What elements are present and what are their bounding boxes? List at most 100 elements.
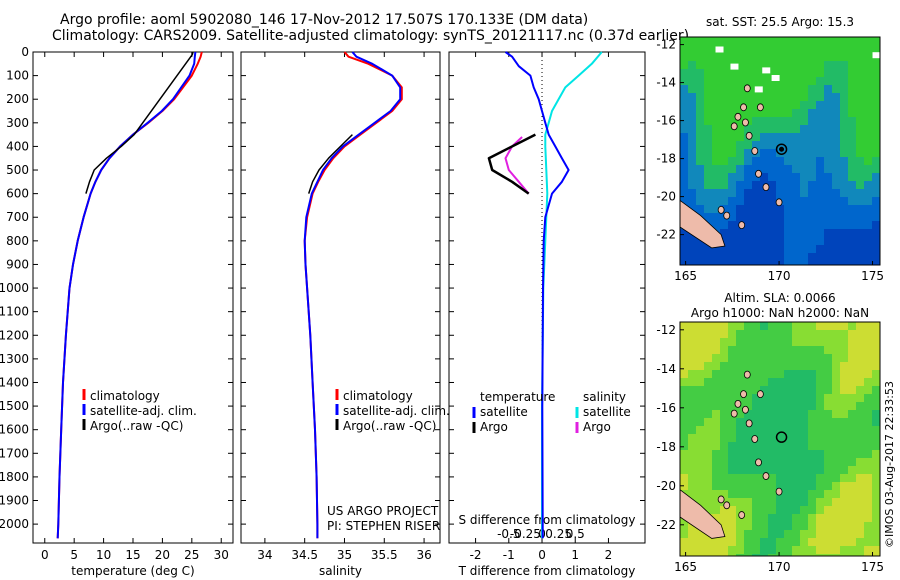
map-cell xyxy=(832,354,840,362)
map-cell xyxy=(824,189,832,197)
argo-line xyxy=(307,134,353,194)
map-cell xyxy=(680,450,688,458)
depth-tick-label: 1300 xyxy=(0,352,29,366)
map-cell xyxy=(776,221,784,229)
map-cell xyxy=(856,506,864,514)
map-cell xyxy=(800,370,808,378)
map-cell xyxy=(856,410,864,418)
map-cell xyxy=(824,450,832,458)
x-tick-label: 35.5 xyxy=(371,548,398,562)
argo-position-dot xyxy=(779,146,785,152)
map-cell xyxy=(856,37,864,45)
map-cell xyxy=(824,165,832,173)
map-cell xyxy=(768,330,776,338)
map-cell xyxy=(864,330,872,338)
map-cell xyxy=(720,197,728,205)
map-cell xyxy=(696,490,704,498)
map-cell xyxy=(784,434,792,442)
map-cell xyxy=(760,101,768,109)
map-cell xyxy=(752,77,760,85)
map-cell xyxy=(848,474,856,482)
map-cell xyxy=(688,474,696,482)
map-cell xyxy=(784,53,792,61)
map-cell xyxy=(840,426,848,434)
map-cell xyxy=(784,245,792,253)
map-cell xyxy=(776,498,784,506)
map-cell xyxy=(768,522,776,530)
map-cell xyxy=(832,362,840,370)
map-cell xyxy=(704,458,712,466)
map-cell xyxy=(832,490,840,498)
map-cell xyxy=(848,322,856,330)
map-cell xyxy=(832,410,840,418)
map-cell xyxy=(712,378,720,386)
map-cell xyxy=(848,173,856,181)
map-cell xyxy=(784,546,792,554)
map-cell xyxy=(864,474,872,482)
map-cell xyxy=(840,330,848,338)
map-cell xyxy=(864,458,872,466)
map-cell xyxy=(752,237,760,245)
map-cell xyxy=(848,354,856,362)
map-cell xyxy=(760,394,768,402)
map-cell xyxy=(720,386,728,394)
map-cell xyxy=(840,165,848,173)
map-cell xyxy=(840,554,848,556)
map-cell xyxy=(776,261,784,265)
map-cell xyxy=(696,253,704,261)
map-cell xyxy=(792,53,800,61)
map-cell xyxy=(792,354,800,362)
map-x-tick-label: 175 xyxy=(861,269,884,283)
map-cell xyxy=(760,378,768,386)
map-cell xyxy=(808,466,816,474)
map-cell xyxy=(864,77,872,85)
map-cell xyxy=(736,61,744,69)
map-cell xyxy=(832,514,840,522)
map-cell xyxy=(848,189,856,197)
map-cell xyxy=(744,394,752,402)
map-cell xyxy=(824,554,832,556)
map-cell xyxy=(704,554,712,556)
map-cell xyxy=(720,237,728,245)
map-cell xyxy=(840,173,848,181)
map-cell xyxy=(712,93,720,101)
map-cell xyxy=(752,45,760,53)
map-cell xyxy=(848,165,856,173)
map-cell xyxy=(864,434,872,442)
map-cell xyxy=(704,197,712,205)
map-cell xyxy=(728,85,736,93)
map-cell xyxy=(696,378,704,386)
map-cell xyxy=(792,229,800,237)
map-cell xyxy=(696,554,704,556)
map-cell xyxy=(872,458,880,466)
map-cell xyxy=(688,77,696,85)
island-shape xyxy=(756,103,764,112)
map-cell xyxy=(792,370,800,378)
cloud-mask xyxy=(754,86,763,93)
map-cell xyxy=(720,410,728,418)
map-cell xyxy=(696,330,704,338)
map-cell xyxy=(784,482,792,490)
map-cell xyxy=(680,141,688,149)
map-cell xyxy=(704,141,712,149)
map-cell xyxy=(872,546,880,554)
map-cell xyxy=(768,221,776,229)
map-cell xyxy=(816,370,824,378)
map-cell xyxy=(760,141,768,149)
map-cell xyxy=(760,197,768,205)
map-cell xyxy=(824,482,832,490)
map-cell xyxy=(728,466,736,474)
map-cell xyxy=(712,189,720,197)
map-cell xyxy=(832,386,840,394)
map-cell xyxy=(848,426,856,434)
map-cell xyxy=(720,458,728,466)
map-cell xyxy=(704,85,712,93)
map-cell xyxy=(800,93,808,101)
map-cell xyxy=(744,330,752,338)
map-cell xyxy=(760,354,768,362)
map-cell xyxy=(752,538,760,546)
map-cell xyxy=(752,522,760,530)
map-cell xyxy=(808,165,816,173)
map-cell xyxy=(784,362,792,370)
map-cell xyxy=(696,546,704,554)
